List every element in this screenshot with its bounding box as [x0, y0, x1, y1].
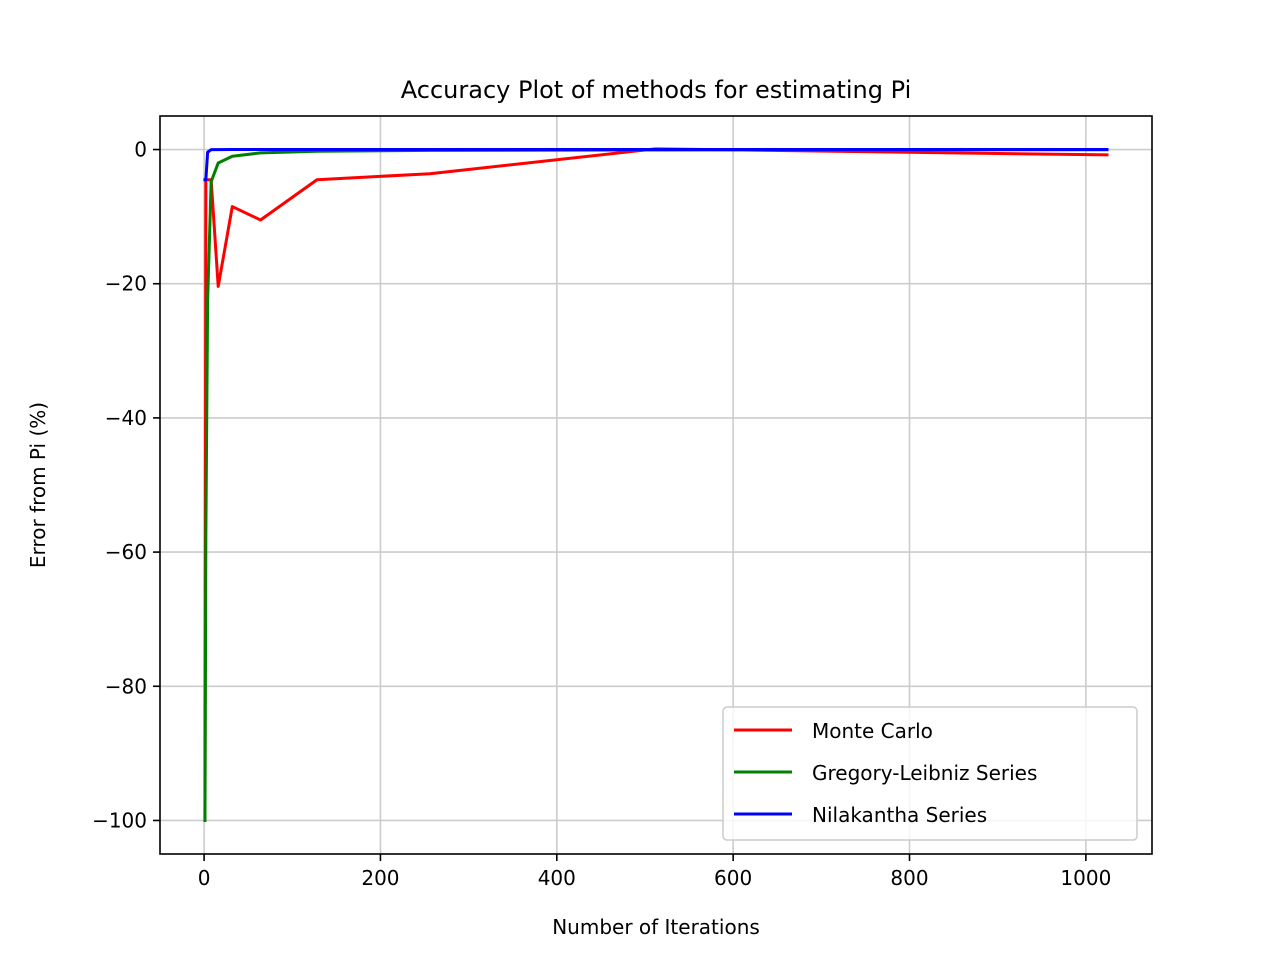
- y-tick-label: −100: [92, 808, 147, 832]
- x-tick-label: 400: [538, 866, 576, 890]
- y-tick-label: −60: [105, 540, 147, 564]
- series-line-nilakantha-series: [203, 148, 1109, 182]
- x-tick-label: 800: [890, 866, 928, 890]
- y-tick-label: −80: [105, 674, 147, 698]
- legend-box: [722, 706, 1138, 841]
- legend-label-monte-carlo: Monte Carlo: [812, 719, 933, 743]
- x-tick-label: 0: [198, 866, 211, 890]
- legend-label-nilakantha: Nilakantha Series: [812, 803, 987, 827]
- legend: Monte Carlo Gregory-Leibniz Series Nilak…: [722, 706, 1138, 841]
- y-tick-label: −20: [105, 272, 147, 296]
- grid: [160, 116, 1152, 854]
- y-tick-label: 0: [134, 138, 147, 162]
- axis-ticks: 0 200 400 600 800 1000 0 −20 −40 −60 −80 −100: [92, 138, 1111, 890]
- x-tick-label: 1000: [1060, 866, 1111, 890]
- y-tick-label: −40: [105, 406, 147, 430]
- legend-label-gregory-leibniz: Gregory-Leibniz Series: [812, 761, 1037, 785]
- chart-title: Accuracy Plot of methods for estimating …: [401, 76, 911, 104]
- data-lines: [203, 147, 1109, 822]
- x-tick-label: 200: [361, 866, 399, 890]
- plot-area-frame: [159, 115, 1153, 855]
- x-axis-label: Number of Iterations: [552, 915, 760, 939]
- x-tick-label: 600: [714, 866, 752, 890]
- y-axis-label: Error from Pi (%): [26, 402, 50, 568]
